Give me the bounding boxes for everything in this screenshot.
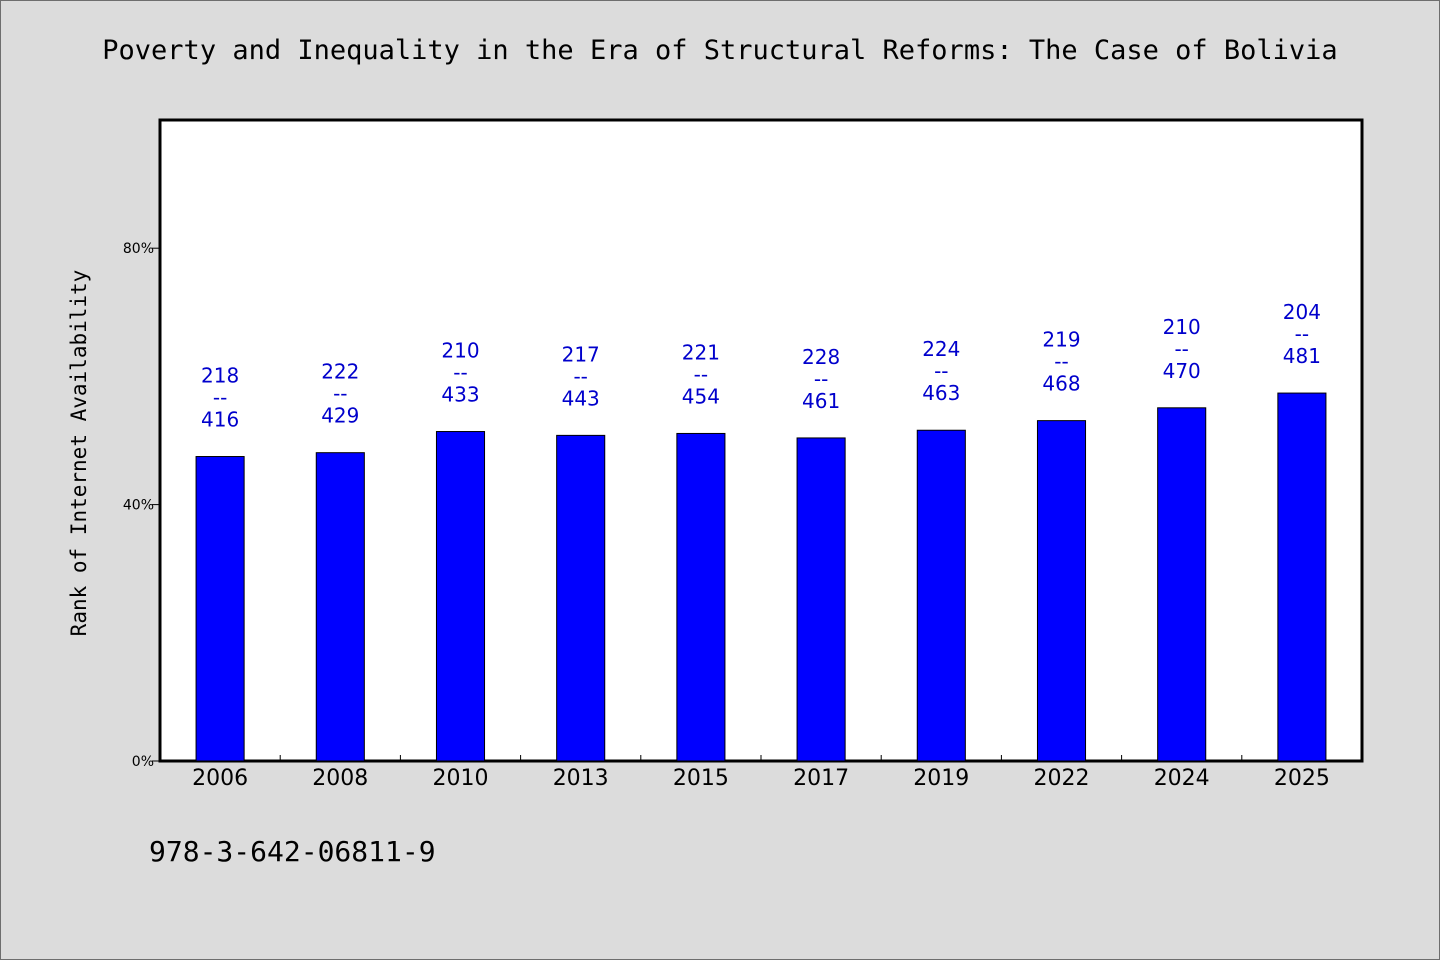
- data-label-separator: --: [213, 386, 227, 410]
- data-label-separator: --: [694, 362, 708, 386]
- data-label-bottom: 433: [441, 383, 479, 407]
- bar: [435, 431, 486, 762]
- bar: [1036, 420, 1087, 762]
- data-label-bottom: 416: [201, 408, 239, 432]
- y-tick-label: 0%: [132, 754, 154, 770]
- y-tick-label: 80%: [123, 241, 154, 257]
- data-label-bottom: 454: [682, 384, 720, 408]
- bar: [796, 437, 846, 762]
- x-tick-label: 2008: [312, 766, 368, 791]
- bar: [315, 452, 365, 762]
- bar: [676, 432, 726, 762]
- data-label-top: 224: [922, 337, 960, 361]
- data-label-bottom: 461: [802, 389, 840, 413]
- chart-title: Poverty and Inequality in the Era of Str…: [102, 35, 1338, 66]
- x-tick-label: 2013: [553, 766, 609, 791]
- data-label-top: 210: [441, 339, 479, 363]
- data-label-separator: --: [1174, 337, 1188, 361]
- data-label-top: 221: [682, 340, 720, 364]
- data-label-separator: --: [333, 382, 347, 406]
- data-label-top: 217: [562, 342, 600, 366]
- data-label-separator: --: [814, 367, 828, 391]
- bar: [916, 429, 966, 762]
- x-tick-label: 2015: [673, 766, 729, 791]
- x-tick-label: 2017: [793, 766, 849, 791]
- data-label-top: 218: [201, 364, 239, 388]
- y-tick-label: 40%: [123, 498, 154, 514]
- isbn-footer: 978-3-642-06811-9: [149, 835, 436, 868]
- data-label-separator: --: [1054, 350, 1068, 374]
- data-label-bottom: 429: [321, 404, 359, 428]
- data-label-top: 219: [1042, 328, 1080, 352]
- data-label-bottom: 470: [1163, 359, 1201, 383]
- data-label-bottom: 468: [1042, 372, 1080, 396]
- data-label-separator: --: [934, 359, 948, 383]
- data-label-top: 204: [1283, 300, 1321, 324]
- x-tick-label: 2022: [1034, 766, 1090, 791]
- x-tick-label: 2019: [913, 766, 969, 791]
- data-label-top: 222: [321, 360, 359, 384]
- x-tick-label: 2024: [1154, 766, 1210, 791]
- data-label-bottom: 481: [1283, 344, 1321, 368]
- bar: [195, 456, 245, 762]
- data-label-top: 228: [802, 345, 840, 369]
- x-tick-label: 2006: [192, 766, 248, 791]
- bar: [1277, 392, 1327, 762]
- bar: [1157, 407, 1207, 762]
- x-tick-label: 2010: [433, 766, 489, 791]
- data-label-top: 210: [1163, 315, 1201, 339]
- data-label-separator: --: [453, 361, 467, 385]
- data-label-separator: --: [1295, 322, 1309, 346]
- x-tick-label: 2025: [1274, 766, 1330, 791]
- data-label-bottom: 443: [562, 386, 600, 410]
- data-label-separator: --: [573, 364, 587, 388]
- data-label-bottom: 463: [922, 381, 960, 405]
- bar: [556, 434, 606, 762]
